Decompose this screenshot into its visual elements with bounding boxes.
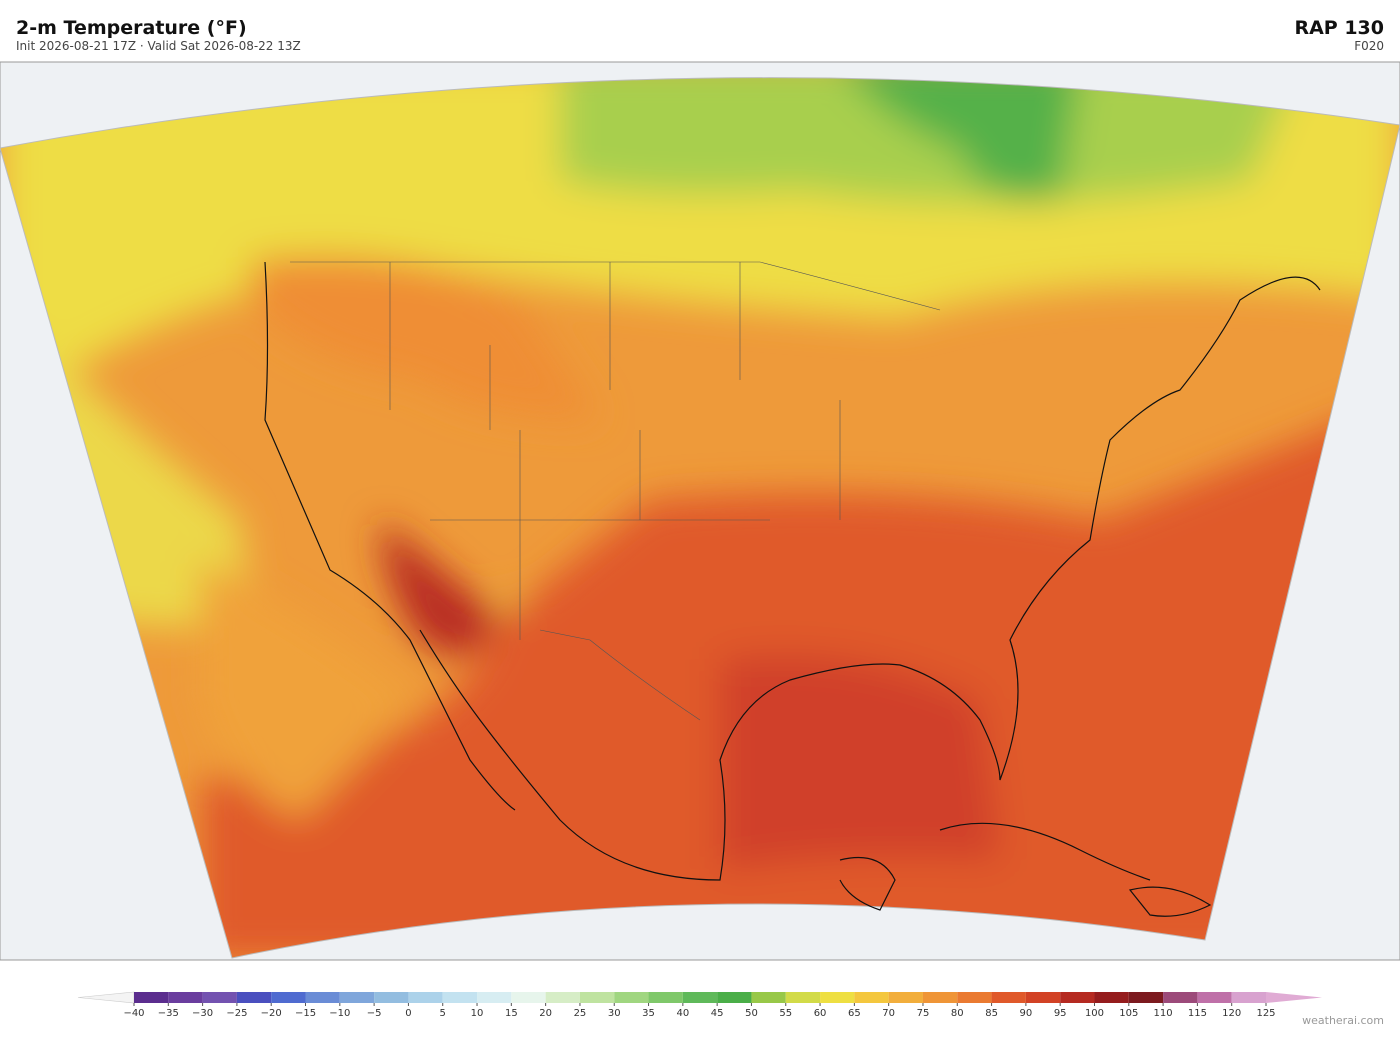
colorbar-segment	[408, 992, 443, 1003]
colorbar-tick-label: 20	[539, 1008, 552, 1019]
colorbar-tick-label: 105	[1119, 1008, 1138, 1019]
colorbar-segment	[751, 992, 786, 1003]
map	[0, 61, 1400, 961]
colorbar-tick-label: −35	[158, 1008, 179, 1019]
colorbar-tick-label: 10	[471, 1008, 484, 1019]
colorbar-segment	[202, 992, 237, 1003]
colorbar-tick-label: 50	[745, 1008, 758, 1019]
colorbar-tick-label: 15	[505, 1008, 518, 1019]
colorbar-tick-label: 60	[814, 1008, 827, 1019]
colorbar-tick-label: −20	[261, 1008, 282, 1019]
colorbar-segment	[1025, 992, 1061, 1003]
forecast-hour: F020	[1354, 39, 1384, 53]
colorbar-segment	[717, 992, 752, 1003]
colorbar-tick-label: 110	[1154, 1008, 1173, 1019]
colorbar-tick-label: 35	[642, 1008, 655, 1019]
colorbar-segment	[1197, 992, 1232, 1003]
colorbar-tick-label: 80	[951, 1008, 964, 1019]
colorbar-segment	[682, 992, 718, 1003]
colorbar-segment	[888, 992, 923, 1003]
colorbar-segment	[1094, 992, 1129, 1003]
colorbar-segment	[374, 992, 409, 1003]
colorbar-tick-label: 90	[1020, 1008, 1033, 1019]
colorbar-segment	[477, 992, 512, 1003]
colorbar-tick-label: 5	[440, 1008, 446, 1019]
credit: weatherai.com	[1302, 1014, 1384, 1027]
colorbar-tick-label: −15	[295, 1008, 316, 1019]
colorbar-tick-label: 125	[1256, 1008, 1275, 1019]
borders	[290, 261, 941, 721]
colorbar-segment	[957, 992, 992, 1003]
colorbar-segment	[134, 992, 169, 1003]
colorbar: −40 −35 −30 −25 −20 −15 −10 −5 0 5 10 15 20 25 30 35 40 4…	[77, 991, 1322, 1019]
title: 2-m Temperature (°F)	[16, 17, 247, 39]
colorbar-segment	[820, 992, 855, 1003]
colorbar-tick-label: −40	[123, 1008, 144, 1019]
colorbar-segment	[785, 992, 821, 1003]
colorbar-tick-label: 70	[882, 1008, 895, 1019]
colorbar-segment	[545, 992, 580, 1003]
colorbar-tick-label: 120	[1222, 1008, 1241, 1019]
temperature-field	[0, 77, 1400, 959]
colorbar-segment	[271, 992, 306, 1003]
colorbar-segment	[236, 992, 272, 1003]
colorbar-over	[1266, 992, 1322, 1003]
colorbar-segment	[1128, 992, 1164, 1003]
colorbar-tick-label: −10	[329, 1008, 350, 1019]
colorbar-segment	[1060, 992, 1095, 1003]
colorbar-tick-label: −30	[192, 1008, 213, 1019]
colorbar-under	[77, 991, 135, 1004]
colorbar-tick-label: 115	[1188, 1008, 1207, 1019]
colorbar-tick-label: 25	[574, 1008, 587, 1019]
colorbar-tick-label: −5	[367, 1008, 382, 1019]
colorbar-segment	[991, 992, 1026, 1003]
colorbar-tick-label: 55	[779, 1008, 792, 1019]
colorbar-segment	[1163, 992, 1198, 1003]
colorbar-segment	[339, 992, 375, 1003]
colorbar-tick-label: 30	[608, 1008, 621, 1019]
colorbar-tick-label: 45	[711, 1008, 724, 1019]
colorbar-segment	[442, 992, 478, 1003]
colorbar-tick-label: 100	[1085, 1008, 1104, 1019]
colorbar-tick-label: −25	[226, 1008, 247, 1019]
colorbar-segment	[854, 992, 889, 1003]
colorbar-segment	[648, 992, 683, 1003]
colorbar-tick-label: 0	[405, 1008, 411, 1019]
colorbar-tick-label: 40	[676, 1008, 689, 1019]
colorbar-tick-label: 85	[985, 1008, 998, 1019]
colorbar-segment	[305, 992, 340, 1003]
colorbar-segment	[614, 992, 649, 1003]
colorbar-segment	[511, 992, 546, 1003]
colorbar-segment	[168, 992, 203, 1003]
colorbar-segment	[1231, 992, 1266, 1003]
subtitle: Init 2026-08-21 17Z · Valid Sat 2026-08-…	[16, 39, 301, 53]
colorbar-tick-label: 75	[917, 1008, 930, 1019]
colorbar-tick-label: 65	[848, 1008, 861, 1019]
model: RAP 130	[1294, 17, 1384, 39]
colorbar-tick-label: 95	[1054, 1008, 1067, 1019]
coastlines	[264, 261, 1321, 917]
colorbar-segment	[922, 992, 958, 1003]
colorbar-segment	[579, 992, 615, 1003]
